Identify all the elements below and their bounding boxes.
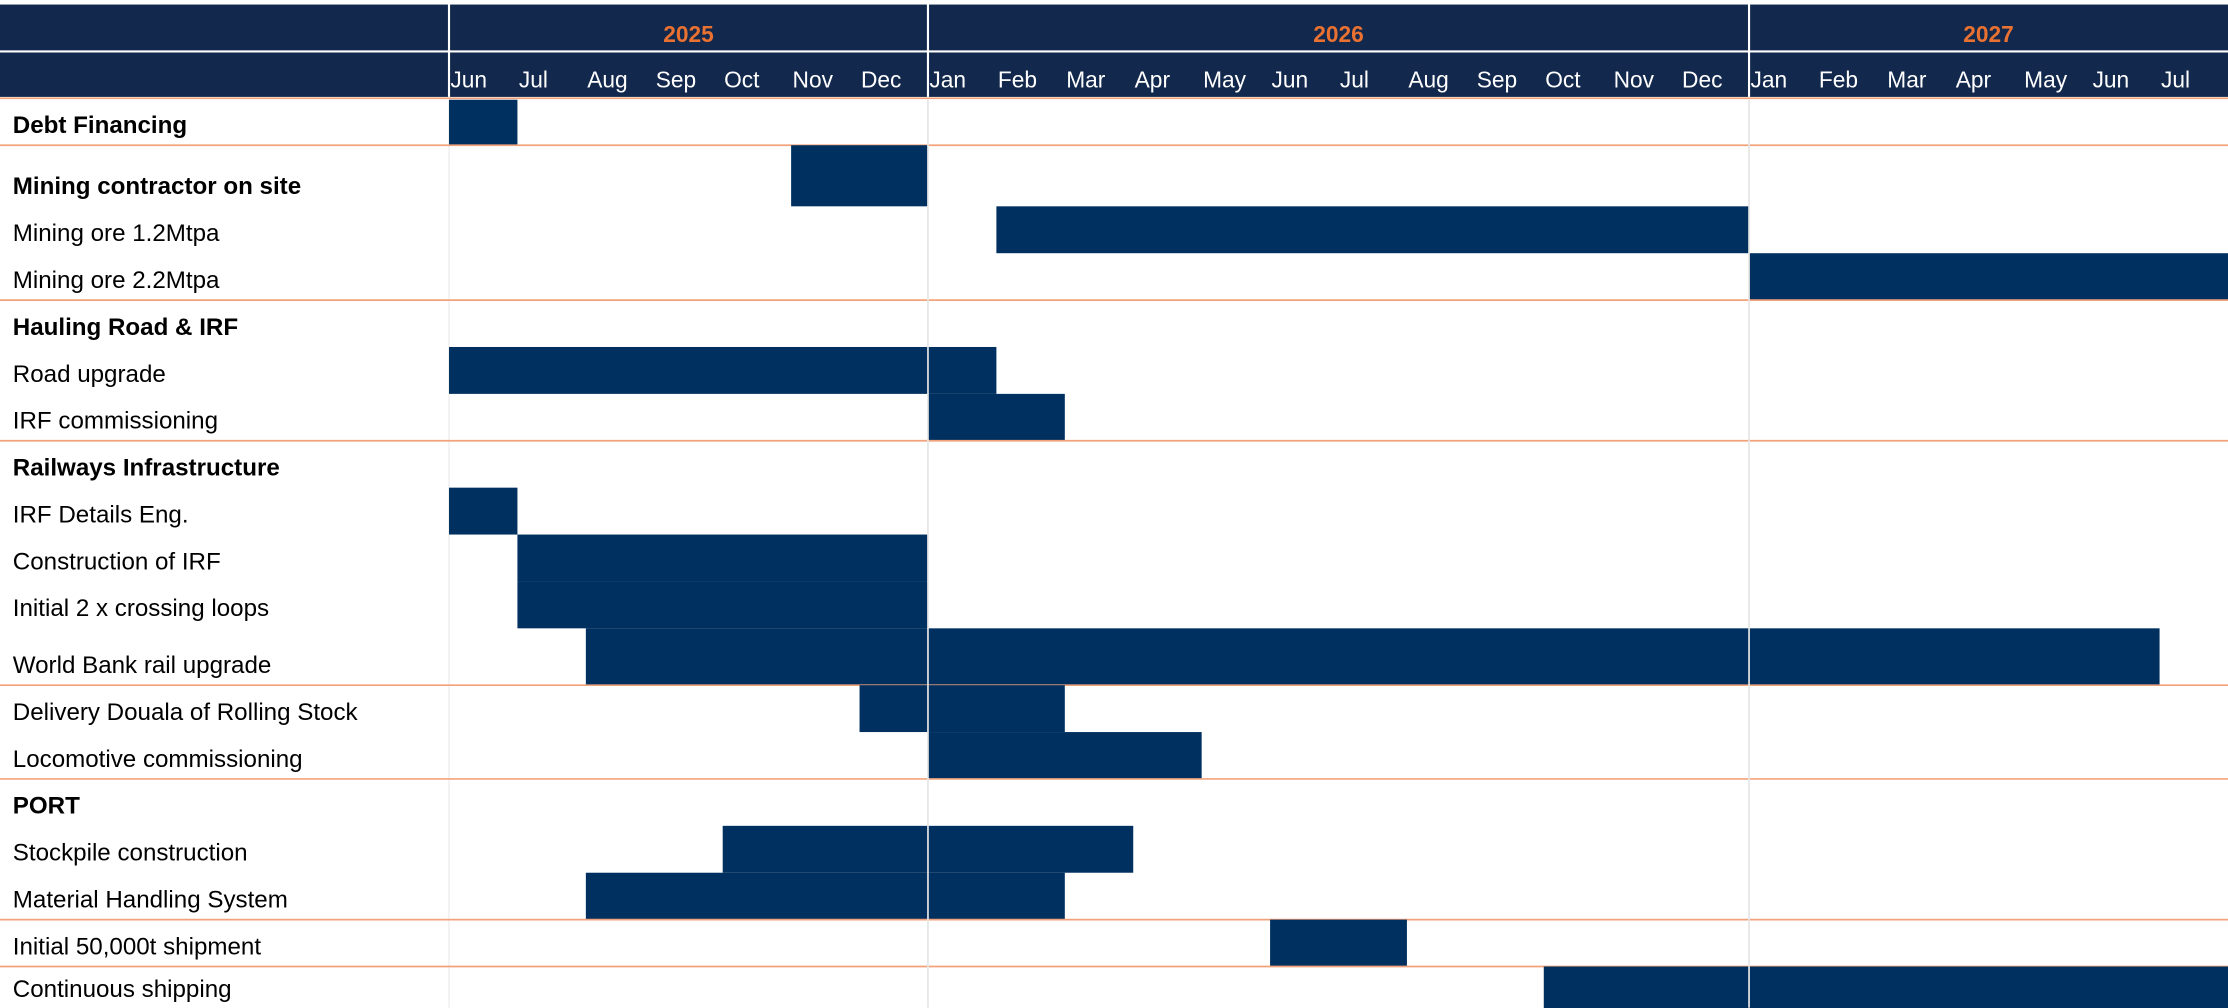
- task-label: World Bank rail upgrade: [13, 652, 272, 679]
- month-label: Aug: [587, 66, 627, 92]
- task-bar: [449, 99, 518, 146]
- group-label: Debt Financing: [13, 112, 187, 139]
- task-bar: [585, 872, 1065, 920]
- month-label: Oct: [1545, 66, 1581, 92]
- month-label: Jul: [1340, 66, 1369, 92]
- month-label: May: [1203, 66, 1247, 92]
- month-label: Nov: [793, 66, 834, 92]
- month-label: Jan: [1750, 66, 1787, 92]
- task-label: IRF Details Eng.: [13, 501, 189, 528]
- month-label: May: [2024, 66, 2068, 92]
- task-label: Continuous shipping: [13, 976, 232, 1003]
- task-label: Construction of IRF: [13, 548, 221, 575]
- task-label: Locomotive commissioning: [13, 746, 303, 773]
- month-label: Feb: [1819, 66, 1858, 92]
- month-label: Oct: [724, 66, 760, 92]
- task-bar: [927, 732, 1202, 779]
- task-label: Initial 50,000t shipment: [13, 933, 262, 960]
- task-bar: [791, 145, 928, 207]
- month-label: Nov: [1614, 66, 1655, 92]
- task-label: Initial 2 x crossing loops: [13, 595, 269, 622]
- task-bar: [517, 534, 928, 582]
- month-label: Feb: [998, 66, 1037, 92]
- task-bar: [859, 685, 1065, 733]
- group-label: Hauling Road & IRF: [13, 314, 238, 341]
- task-bar: [1749, 253, 2228, 301]
- group-label: PORT: [13, 793, 80, 820]
- task-label: Stockpile construction: [13, 840, 248, 867]
- task-label: Road upgrade: [13, 361, 166, 388]
- month-label: Apr: [1956, 66, 1992, 92]
- year-label: 2026: [1313, 21, 1364, 47]
- task-bar: [927, 393, 1065, 441]
- task-label: Mining ore 1.2Mtpa: [13, 220, 220, 247]
- task-bar: [585, 628, 2160, 686]
- month-label: Jul: [2161, 66, 2190, 92]
- task-label: Mining ore 2.2Mtpa: [13, 267, 220, 294]
- task-bar: [1270, 919, 1407, 967]
- month-label: Dec: [1682, 66, 1722, 92]
- month-label: Jun: [2093, 66, 2130, 92]
- task-bar: [1543, 966, 2228, 1008]
- task-label: IRF commissioning: [13, 408, 218, 435]
- month-label: Jun: [450, 66, 487, 92]
- month-label: Mar: [1066, 66, 1106, 92]
- year-label: 2027: [1963, 21, 2014, 47]
- task-bar: [449, 346, 997, 394]
- month-label: Apr: [1135, 66, 1171, 92]
- task-bar: [517, 581, 928, 629]
- month-label: Jan: [929, 66, 966, 92]
- group-label: Mining contractor on site: [13, 173, 301, 200]
- task-label: Material Handling System: [13, 887, 288, 914]
- task-bar: [996, 206, 1750, 254]
- group-label: Railways Infrastructure: [13, 455, 280, 482]
- month-label: Jul: [519, 66, 548, 92]
- month-label: Sep: [656, 66, 696, 92]
- month-label: Jun: [1272, 66, 1309, 92]
- year-label: 2025: [663, 21, 714, 47]
- month-label: Dec: [861, 66, 901, 92]
- month-label: Aug: [1408, 66, 1448, 92]
- task-label: Delivery Douala of Rolling Stock: [13, 699, 359, 726]
- month-label: Sep: [1477, 66, 1517, 92]
- month-label: Mar: [1887, 66, 1927, 92]
- task-bar: [449, 487, 518, 535]
